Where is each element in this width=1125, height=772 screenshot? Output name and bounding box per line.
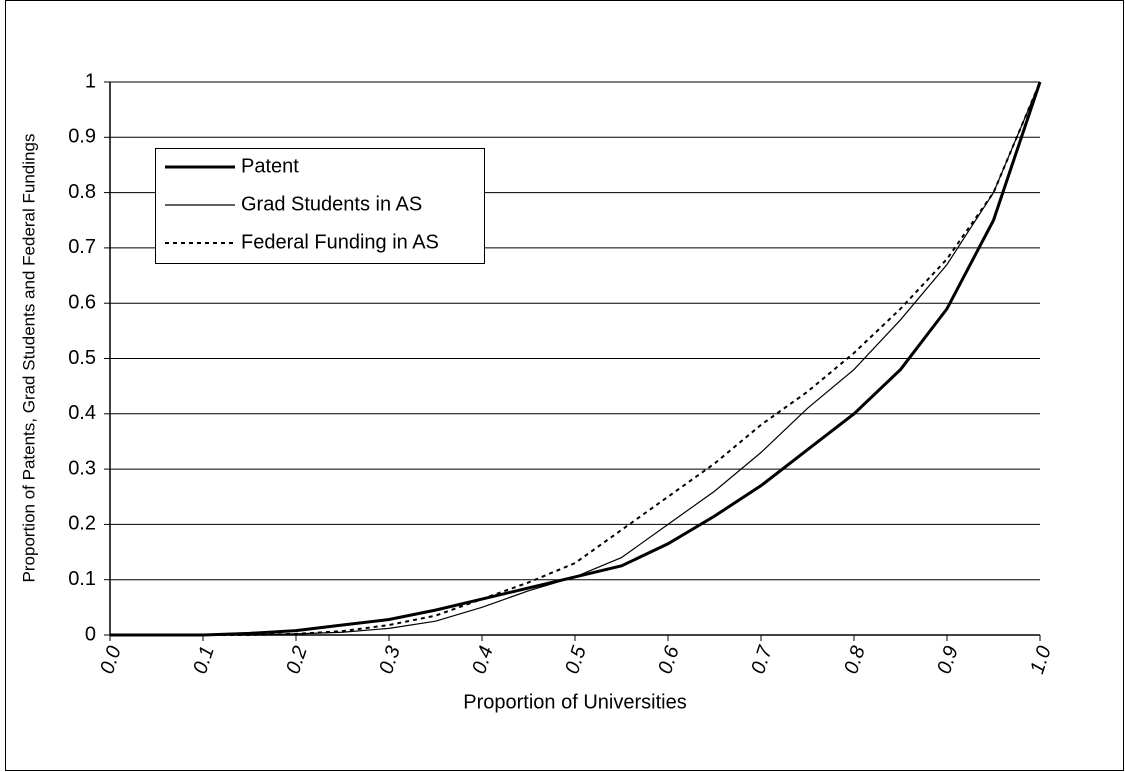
y-tick-label: 0.2	[68, 513, 96, 535]
y-tick-label: 0.3	[68, 457, 96, 479]
legend-label: Grad Students in AS	[241, 193, 422, 215]
y-tick-label: 0	[85, 623, 96, 645]
legend-label: Federal Funding in AS	[241, 231, 439, 253]
y-tick-label: 0.9	[68, 126, 96, 148]
x-axis-label: Proportion of Universities	[463, 691, 686, 713]
y-tick-label: 0.5	[68, 347, 96, 369]
y-tick-label: 0.7	[68, 236, 96, 258]
chart-border	[5, 0, 1124, 771]
y-tick-label: 0.8	[68, 181, 96, 203]
y-tick-label: 0.1	[68, 568, 96, 590]
legend-label: Patent	[241, 155, 299, 177]
y-tick-label: 0.6	[68, 291, 96, 313]
data-line	[110, 81, 1041, 636]
y-tick-label: 0.4	[68, 402, 96, 424]
y-axis-label: Proportion of Patents, Grad Students and…	[19, 134, 38, 583]
y-tick-label: 1	[85, 70, 96, 92]
